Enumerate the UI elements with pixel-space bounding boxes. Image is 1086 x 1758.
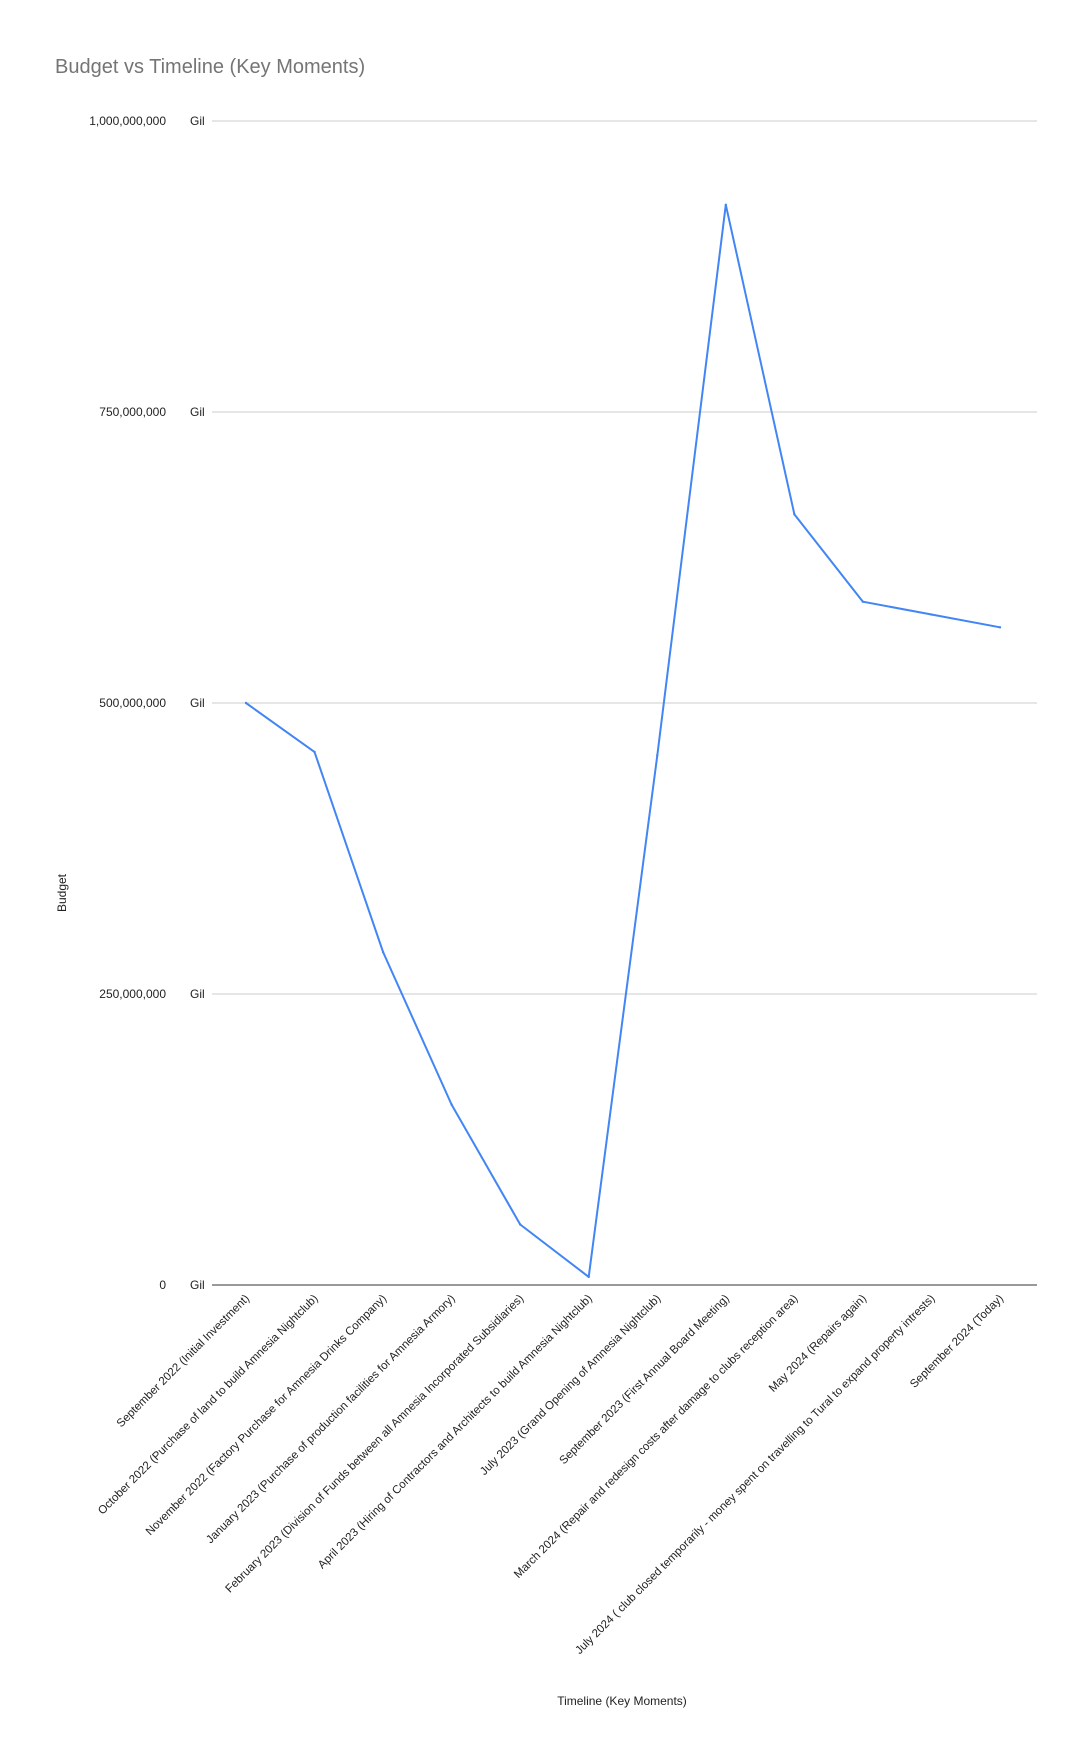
series-layer [244,203,1002,1279]
data-point [244,701,248,705]
data-point [381,950,385,954]
data-point [518,1223,522,1226]
x-tick-label: July 2024 ( club closed temporarily - mo… [573,1293,937,1657]
y-tick-label: 500,000,000 [99,696,166,710]
data-point [861,600,865,603]
y-tick-label: 750,000,000 [99,405,166,419]
x-axis-title: Timeline (Key Moments) [557,1694,687,1708]
y-tick-unit: Gil [190,1278,205,1292]
data-point [930,613,933,616]
data-point [724,203,728,207]
y-axis-ticks: 0 Gil 250,000,000 Gil 500,000,000 Gil 750,000,… [89,114,204,1292]
y-tick-label: 1,000,000,000 [89,114,166,128]
y-tick-unit: Gil [190,114,205,128]
y-tick-label: 0 [159,1278,166,1292]
data-point [998,626,1002,629]
chart-title: Budget vs Timeline (Key Moments) [55,56,365,78]
x-tick-label: April 2023 (Hiring of Contractors and Ar… [316,1293,595,1572]
series-line [245,203,1001,1278]
y-axis-title: Budget [55,873,69,912]
data-point [450,1103,453,1106]
y-tick-unit: Gil [190,405,205,419]
data-point [313,750,316,754]
y-tick-unit: Gil [190,696,205,710]
data-point [793,513,796,516]
x-axis-ticks: September 2022 (Initial Investment)Octob… [96,1293,1006,1657]
x-tick-label: October 2022 (Purchase of land to build … [96,1293,321,1518]
y-tick-unit: Gil [190,987,205,1001]
data-point [656,754,659,757]
data-point [587,1275,590,1279]
gridlines [212,120,1037,995]
x-tick-label: November 2022 (Factory Purchase for Amne… [144,1293,389,1538]
x-tick-label: January 2023 (Purchase of production fac… [204,1293,458,1547]
x-tick-label: September 2022 (Initial Investment) [115,1293,252,1430]
y-tick-label: 250,000,000 [99,987,166,1001]
